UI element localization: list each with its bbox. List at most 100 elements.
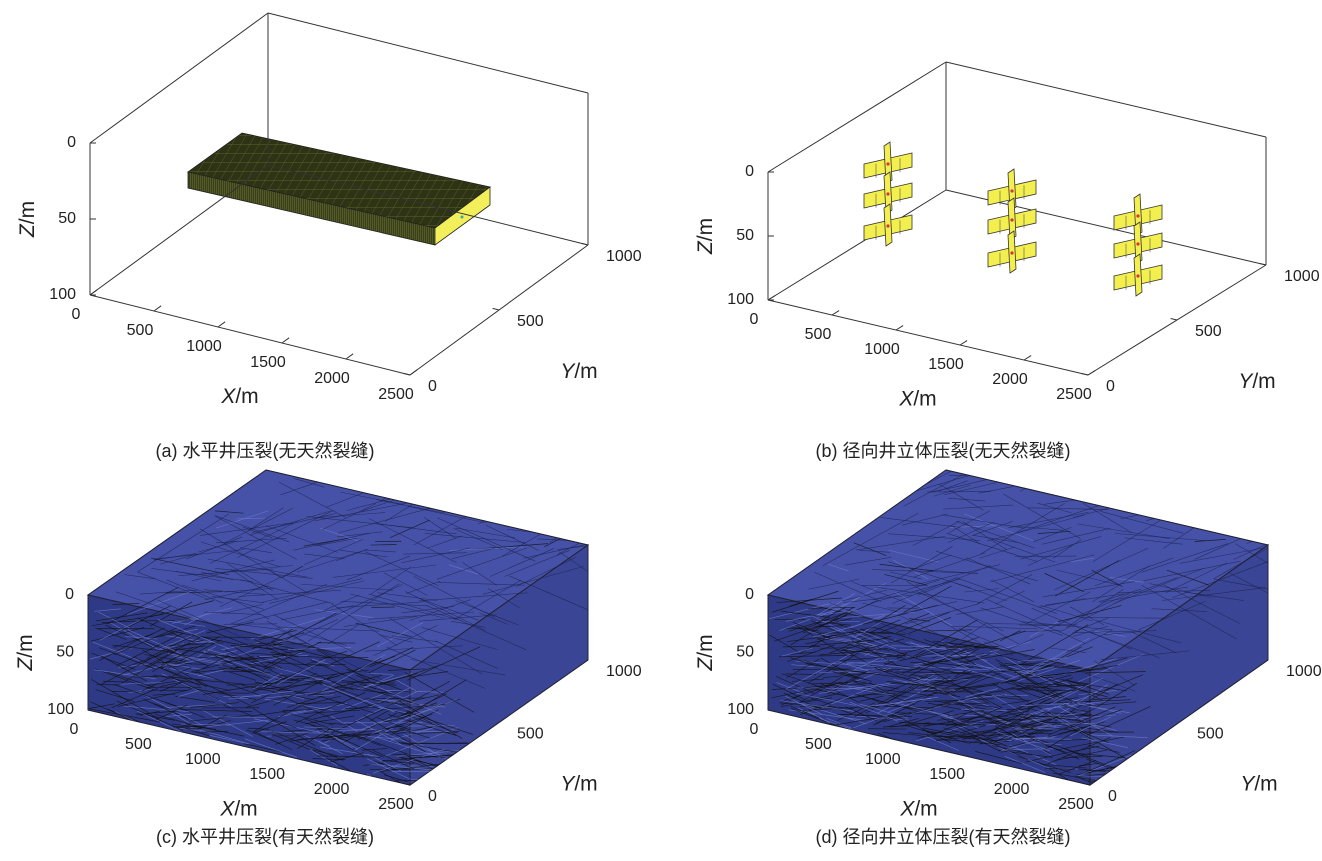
y-tick-label: 0 — [1108, 788, 1117, 805]
well-point — [1010, 218, 1013, 221]
x-tick-label: 0 — [70, 721, 79, 738]
well-point — [1010, 189, 1013, 192]
caption: (d) 径向井立体压裂(有天然裂缝) — [816, 827, 1071, 847]
y-tick-label: 500 — [1197, 726, 1224, 743]
z-tick-label: 50 — [736, 227, 754, 244]
x-tick-label: 0 — [750, 311, 759, 328]
figure: 0500100015002000250005001000050100X/mY/m… — [0, 0, 1322, 861]
x-tick — [90, 290, 97, 295]
x-tick-label: 2500 — [1058, 796, 1094, 813]
z-axis-label: Z/m — [694, 218, 717, 255]
x-tick — [1024, 356, 1031, 360]
y-axis-label: Y/m — [1238, 370, 1275, 393]
box-edge — [268, 13, 588, 93]
box-edge — [90, 165, 268, 295]
fracture-stage — [1114, 254, 1162, 296]
z-axis-label: Z/m — [16, 201, 39, 238]
caption: (b) 径向井立体压裂(无天然裂缝) — [816, 441, 1071, 461]
x-tick — [282, 338, 289, 343]
x-tick — [218, 322, 225, 327]
fracture-stage — [988, 231, 1036, 273]
x-tick-label: 1500 — [250, 354, 286, 371]
x-tick — [410, 370, 417, 375]
panel: 0500100015002000250005001000050100X/mY/m… — [14, 460, 667, 846]
z-axis-label: Z/m — [14, 634, 37, 671]
x-tick-label: 0 — [72, 306, 81, 323]
x-tick — [832, 311, 839, 315]
x-tick-label: 2500 — [1056, 386, 1092, 403]
x-tick-label: 2500 — [378, 386, 414, 403]
y-tick — [1171, 319, 1177, 321]
x-tick-label: 1500 — [249, 766, 285, 783]
z-tick-label: 0 — [65, 586, 74, 603]
x-tick-label: 500 — [127, 322, 154, 339]
y-tick-label: 0 — [428, 378, 437, 395]
caption: (a) 水平井压裂(无天然裂缝) — [156, 441, 375, 461]
y-tick-label: 500 — [517, 726, 544, 743]
y-tick-label: 1000 — [606, 248, 642, 265]
fracture-trace — [1247, 525, 1298, 543]
x-tick-label: 1500 — [929, 766, 965, 783]
z-tick-label: 50 — [736, 644, 754, 661]
fracture-trace — [1120, 500, 1209, 519]
y-tick-label: 0 — [1106, 378, 1115, 395]
panel: 0 500 1000 1500 2000 2500 0 500 1000 0 50 100 X/m Y/m… — [694, 440, 1322, 847]
z-tick-label: 50 — [58, 210, 76, 227]
z-tick-label: 100 — [727, 291, 754, 308]
x-tick-label: 2500 — [378, 796, 414, 813]
x-tick — [346, 354, 353, 359]
x-tick-label: 1000 — [185, 751, 221, 768]
y-tick-label: 500 — [1195, 323, 1222, 340]
y-axis-label: Y/m — [560, 772, 597, 795]
x-tick-label: 1500 — [928, 356, 964, 373]
x-tick-label: 0 — [750, 721, 759, 738]
panel: 0500100015002000250005001000050100X/mY/m… — [694, 62, 1320, 461]
x-axis-label: X/m — [220, 385, 258, 408]
x-tick-label: 1000 — [865, 751, 901, 768]
well-point — [886, 162, 889, 165]
x-tick-label: 500 — [805, 736, 832, 753]
z-tick-label: 0 — [745, 586, 754, 603]
y-tick — [1082, 374, 1088, 376]
well-point — [1010, 251, 1013, 254]
box-edge — [768, 190, 946, 300]
y-tick-label: 500 — [517, 313, 544, 330]
box-edge — [90, 13, 268, 143]
y-tick — [582, 243, 588, 245]
well-point — [1136, 214, 1139, 217]
y-tick-label: 1000 — [1286, 663, 1322, 680]
well-point — [1136, 242, 1139, 245]
fracture-trace — [1147, 501, 1213, 521]
x-tick — [960, 341, 967, 345]
fracture-trace — [1020, 468, 1063, 492]
x-tick-label: 500 — [125, 736, 152, 753]
panel: 0500100015002000250005001000050100X/mY/m… — [16, 13, 642, 461]
x-tick-label: 500 — [805, 326, 832, 343]
x-tick — [154, 306, 161, 311]
y-tick-label: 0 — [428, 788, 437, 805]
well-point — [1136, 274, 1139, 277]
x-tick-label: 1000 — [864, 341, 900, 358]
y-axis-label: Y/m — [560, 360, 597, 383]
z-axis-label: Z/m — [694, 634, 717, 671]
z-tick-label: 0 — [67, 134, 76, 151]
x-tick-label: 2000 — [994, 781, 1030, 798]
x-tick — [768, 296, 775, 300]
z-tick-label: 100 — [49, 286, 76, 303]
z-tick-label: 100 — [727, 701, 754, 718]
x-tick-label: 1000 — [186, 338, 222, 355]
z-tick-label: 50 — [56, 644, 74, 661]
fracture-trace — [380, 460, 442, 501]
fracture-slab — [188, 133, 490, 245]
z-tick-label: 100 — [47, 701, 74, 718]
y-axis-label: Y/m — [1240, 772, 1277, 795]
fracture-trace — [478, 476, 573, 524]
y-tick — [493, 308, 499, 310]
x-tick-label: 2000 — [314, 781, 350, 798]
z-tick-label: 0 — [745, 163, 754, 180]
x-axis-label: X/m — [899, 797, 937, 820]
caption: (c) 水平井压裂(有天然裂缝) — [156, 827, 374, 847]
box-edge — [946, 62, 1266, 137]
y-tick-label: 1000 — [1284, 268, 1320, 285]
y-tick-label: 1000 — [606, 663, 642, 680]
